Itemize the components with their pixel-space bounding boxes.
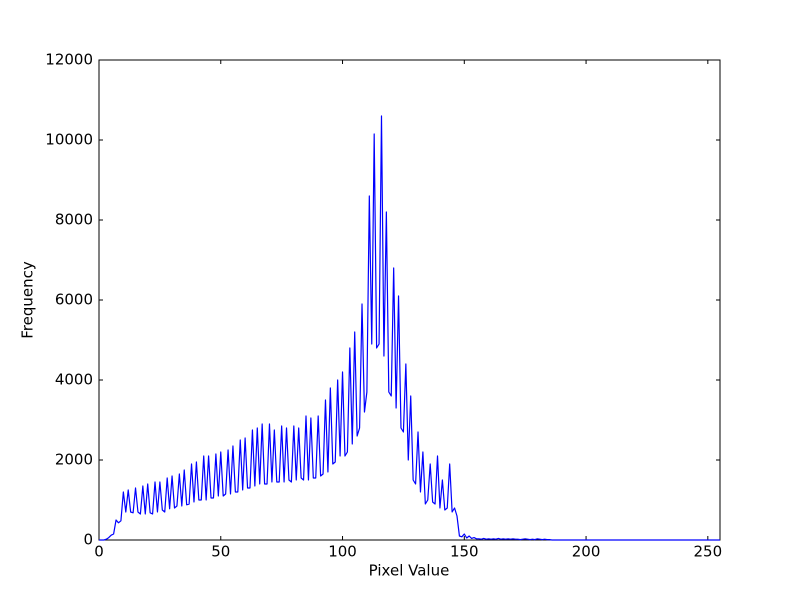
- x-tick-label: 150: [450, 543, 479, 561]
- x-tick-label: 100: [328, 543, 357, 561]
- y-tick-label: 2000: [55, 451, 93, 469]
- y-tick-label: 8000: [55, 211, 93, 229]
- y-axis-label: Frequency: [19, 261, 37, 339]
- x-tick-label: 200: [572, 543, 601, 561]
- y-tick-label: 6000: [55, 291, 93, 309]
- x-tick-label: 50: [211, 543, 230, 561]
- x-axis-label: Pixel Value: [369, 562, 450, 580]
- y-tick-label: 12000: [45, 51, 93, 69]
- line-series: [99, 115, 720, 541]
- y-tick-label: 10000: [45, 131, 93, 149]
- x-tick-label: 0: [94, 543, 104, 561]
- y-tick-label: 4000: [55, 371, 93, 389]
- y-tick-label: 0: [83, 531, 93, 549]
- x-tick-label: 250: [694, 543, 723, 561]
